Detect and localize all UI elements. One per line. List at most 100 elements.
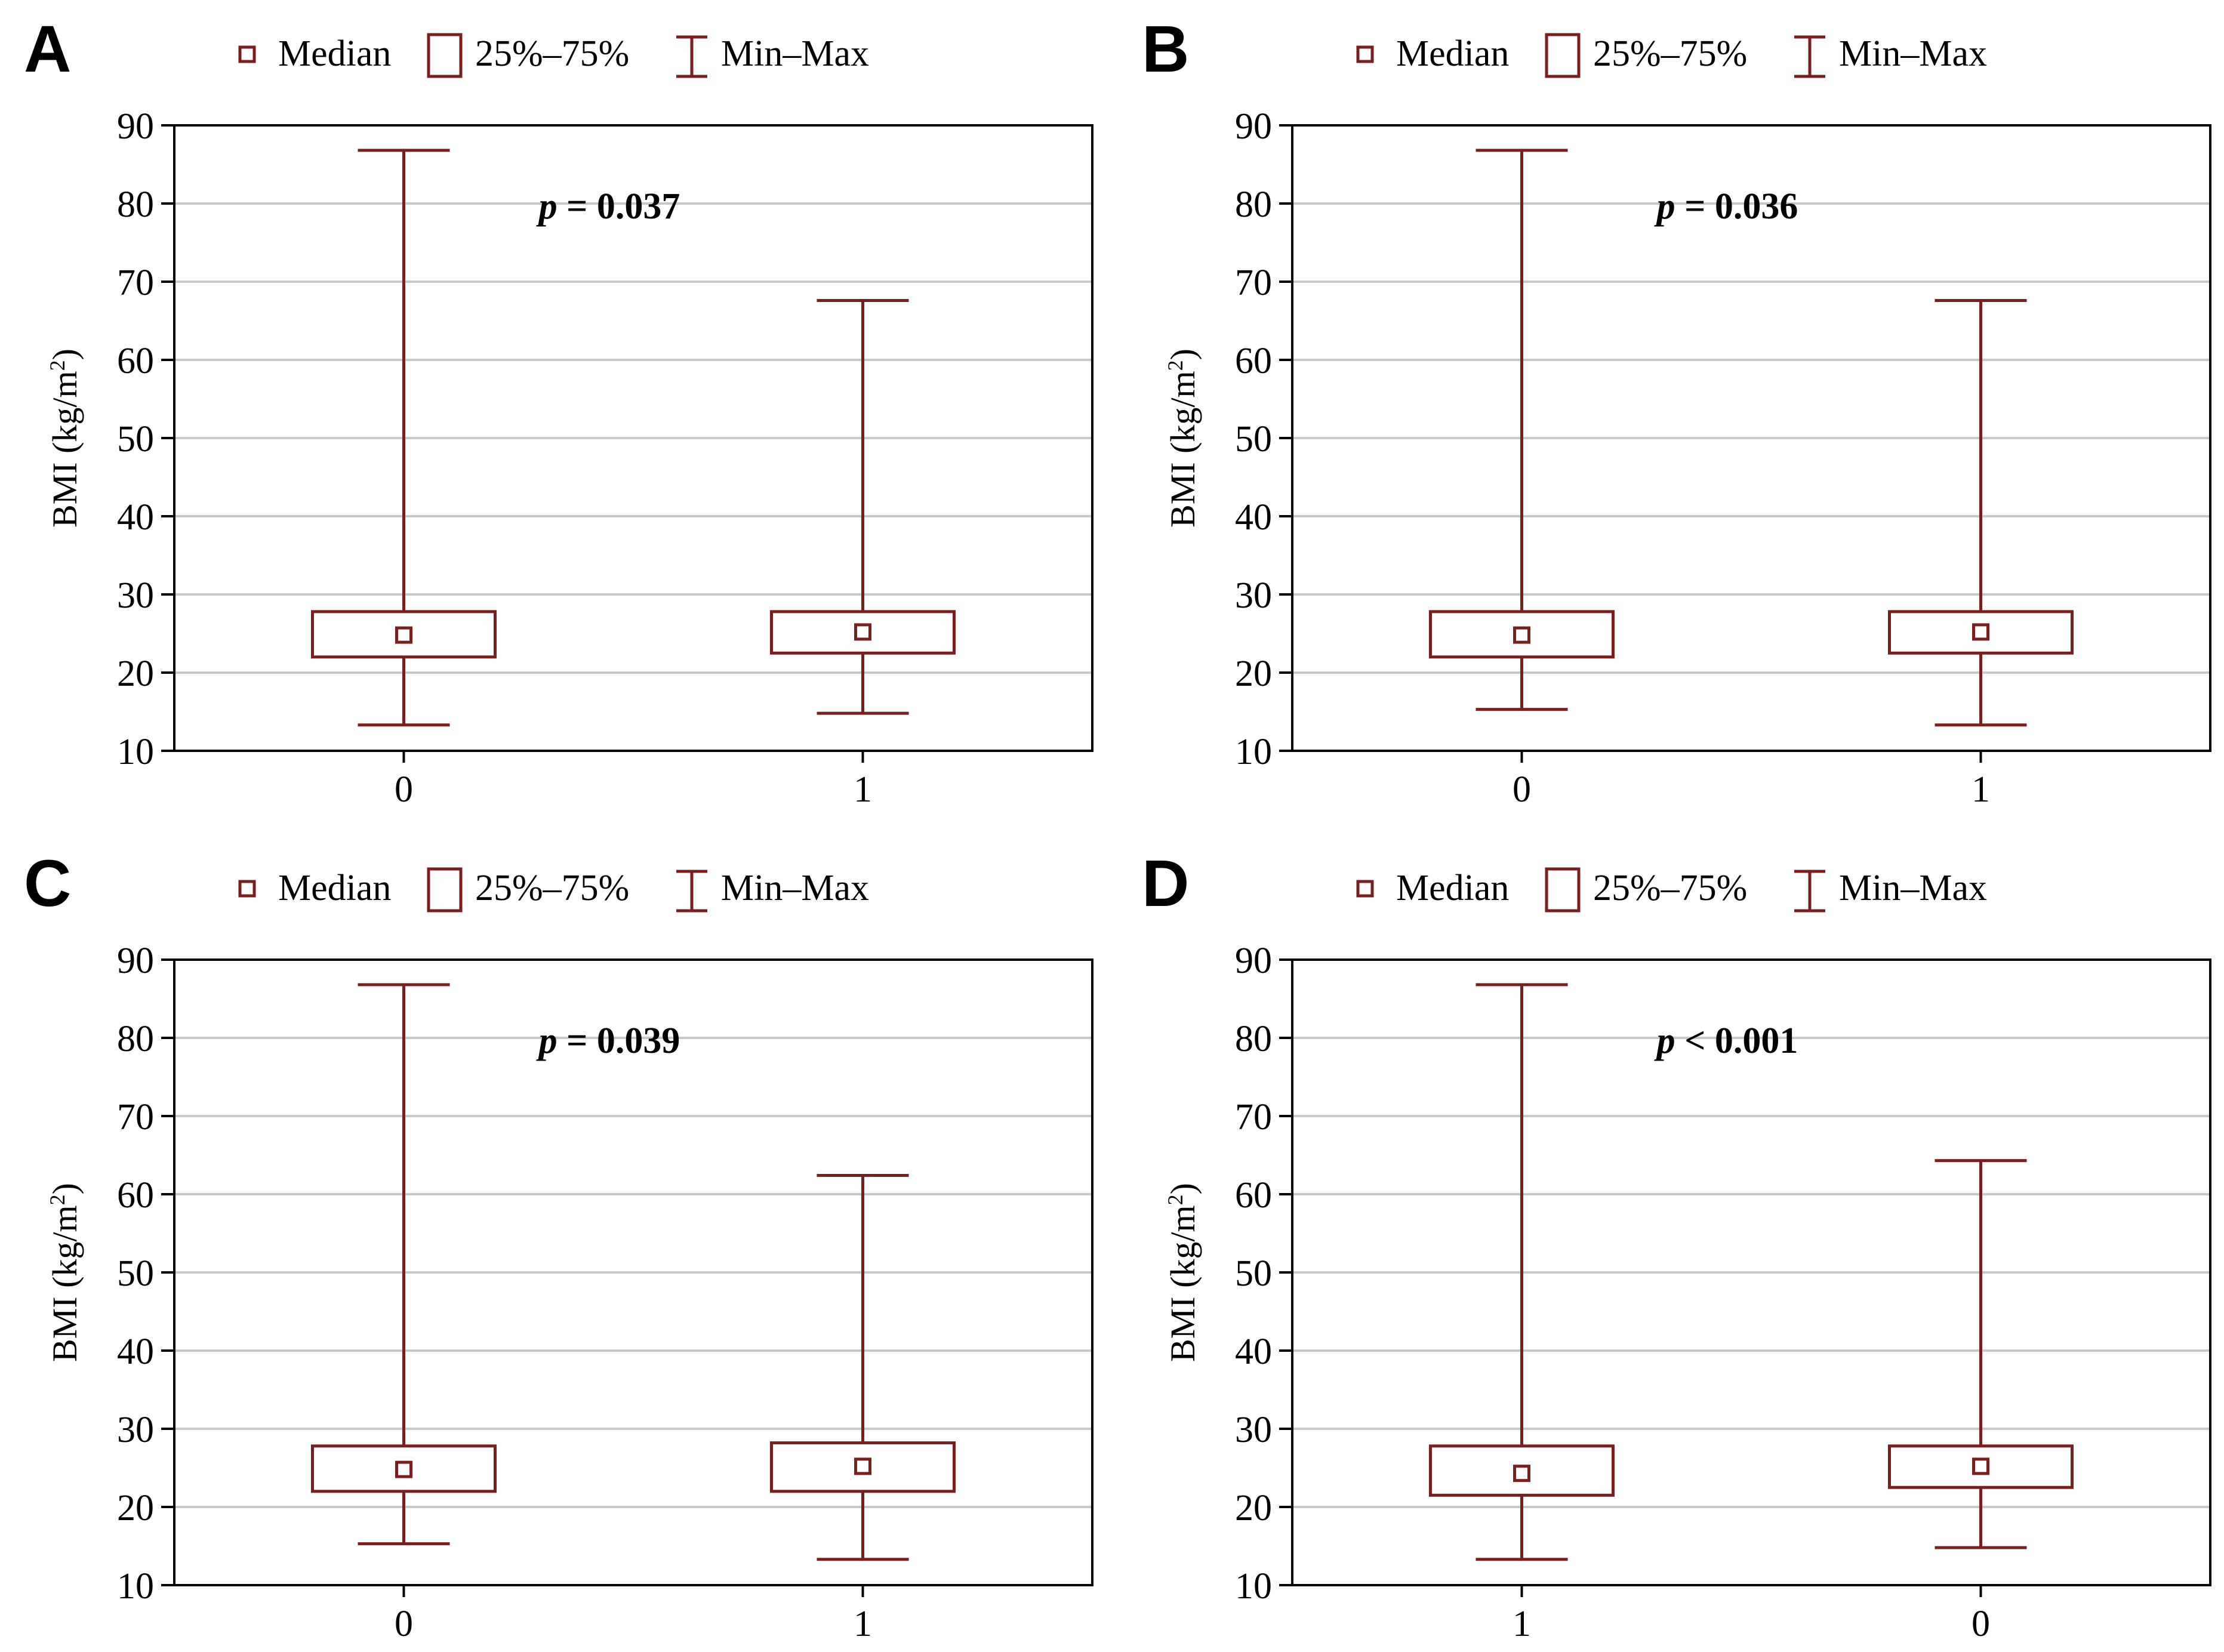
median-marker <box>1513 626 1530 644</box>
y-tick-label: 80 <box>117 184 154 225</box>
legend-iqr-marker <box>1545 867 1581 913</box>
median-marker <box>395 626 412 644</box>
y-tick-label: 90 <box>117 106 154 147</box>
y-tick-label: 50 <box>117 419 154 460</box>
y-tick-label: 60 <box>117 341 154 381</box>
y-tick-label: 10 <box>1235 732 1272 772</box>
p-value-text: = 0.039 <box>557 1021 680 1061</box>
y-axis-label-main: BMI (kg/m <box>45 371 84 528</box>
panel-letter: A <box>24 13 71 86</box>
legend-minmax-marker <box>676 35 707 78</box>
p-value-symbol: p <box>536 1021 557 1061</box>
y-tick-label: 90 <box>1235 941 1272 981</box>
y-axis-label-main: BMI (kg/m <box>1163 371 1202 528</box>
y-tick-label: 30 <box>117 575 154 616</box>
legend: Median 25%–75% Min–Max <box>238 867 869 913</box>
x-tick-label: 1 <box>854 1604 872 1644</box>
y-axis-label-close: ) <box>45 1183 84 1194</box>
y-tick-label: 80 <box>1235 184 1272 225</box>
y-tick-label: 90 <box>1235 106 1272 147</box>
median-marker <box>1972 1457 1989 1475</box>
legend-iqr-label: 25%–75% <box>1593 33 1747 74</box>
p-value-text: = 0.036 <box>1675 186 1798 227</box>
x-tick-label: 0 <box>1972 1604 1990 1644</box>
legend-iqr-label: 25%–75% <box>475 33 629 74</box>
panel-letter: C <box>24 847 71 920</box>
p-value-annotation: p = 0.039 <box>536 1021 680 1061</box>
legend-minmax-marker <box>1794 35 1825 78</box>
x-tick-label: 1 <box>854 769 872 810</box>
legend-median-marker <box>1356 45 1374 63</box>
y-axis-label: BMI (kg/m2) <box>45 1183 84 1362</box>
legend-iqr-label: 25%–75% <box>1593 868 1747 908</box>
y-tick-label: 10 <box>1235 1566 1272 1607</box>
legend-median-marker <box>238 880 256 898</box>
y-axis-label: BMI (kg/m2) <box>1163 349 1202 528</box>
p-value-annotation: p = 0.036 <box>1654 186 1798 227</box>
x-tick-label: 0 <box>1513 769 1531 810</box>
y-tick-label: 80 <box>117 1019 154 1059</box>
p-value-symbol: p <box>1654 1021 1675 1061</box>
iqr-box <box>1888 610 2074 655</box>
y-axis-label-sup: 2 <box>45 360 69 371</box>
x-tick-label: 1 <box>1513 1604 1531 1644</box>
panel-b: B Median 25%–75% Min–Max102030405060708090B… <box>1142 13 2211 810</box>
y-tick-label: 50 <box>1235 419 1272 460</box>
box-group-0 <box>311 983 497 1546</box>
y-axis-label-main: BMI (kg/m <box>45 1205 84 1362</box>
panel-letter: B <box>1142 13 1189 86</box>
x-tick-label: 0 <box>395 769 413 810</box>
panel-a: A Median 25%–75% Min–Max102030405060708090B… <box>24 13 1093 810</box>
box-group-1 <box>770 1174 956 1561</box>
legend-minmax-label: Min–Max <box>721 868 869 908</box>
box-group-0 <box>1429 149 1615 711</box>
y-tick-label: 50 <box>117 1253 154 1294</box>
median-marker <box>1972 623 1989 641</box>
legend-minmax-marker <box>1794 870 1825 913</box>
legend-median-marker <box>238 45 256 63</box>
panel-d: D Median 25%–75% Min–Max102030405060708090B… <box>1142 847 2211 1644</box>
legend: Median 25%–75% Min–Max <box>1356 33 1987 78</box>
legend-iqr-marker <box>427 867 463 913</box>
y-tick-label: 10 <box>117 1566 154 1607</box>
y-axis-label: BMI (kg/m2) <box>45 349 84 528</box>
y-tick-label: 40 <box>117 1332 154 1372</box>
iqr-box <box>311 610 497 659</box>
p-value-text: < 0.001 <box>1675 1021 1798 1061</box>
y-axis-label-close: ) <box>45 349 84 360</box>
p-value-symbol: p <box>1654 186 1675 227</box>
y-tick-label: 70 <box>1235 263 1272 303</box>
legend-iqr-label: 25%–75% <box>475 868 629 908</box>
box-group-0 <box>1888 1159 2074 1549</box>
legend: Median 25%–75% Min–Max <box>1356 867 1987 913</box>
y-tick-label: 10 <box>117 732 154 772</box>
y-axis-label-sup: 2 <box>1163 1194 1187 1205</box>
legend-minmax-label: Min–Max <box>1839 868 1987 908</box>
y-tick-label: 70 <box>117 263 154 303</box>
y-tick-label: 20 <box>117 654 154 694</box>
panel-letter: D <box>1142 847 1189 920</box>
legend-minmax-label: Min–Max <box>721 33 869 74</box>
iqr-box <box>1888 1444 2074 1489</box>
y-axis-label-sup: 2 <box>1163 360 1187 371</box>
p-value-text: = 0.037 <box>557 186 680 227</box>
y-tick-label: 70 <box>117 1097 154 1138</box>
iqr-box <box>770 610 956 655</box>
box-group-0 <box>311 149 497 727</box>
median-marker <box>854 623 871 641</box>
y-axis-label: BMI (kg/m2) <box>1163 1183 1202 1362</box>
y-axis-label-close: ) <box>1163 1183 1202 1194</box>
median-marker <box>395 1460 412 1478</box>
legend-median-label: Median <box>278 868 391 908</box>
legend-minmax-label: Min–Max <box>1839 33 1987 74</box>
legend-median-label: Median <box>278 33 391 74</box>
y-tick-label: 90 <box>117 941 154 981</box>
box-group-1 <box>770 298 956 715</box>
median-marker <box>854 1457 871 1475</box>
y-tick-label: 80 <box>1235 1019 1272 1059</box>
y-axis-label-main: BMI (kg/m <box>1163 1205 1202 1362</box>
y-tick-label: 30 <box>1235 1410 1272 1450</box>
y-tick-label: 20 <box>1235 1488 1272 1528</box>
y-tick-label: 30 <box>117 1410 154 1450</box>
